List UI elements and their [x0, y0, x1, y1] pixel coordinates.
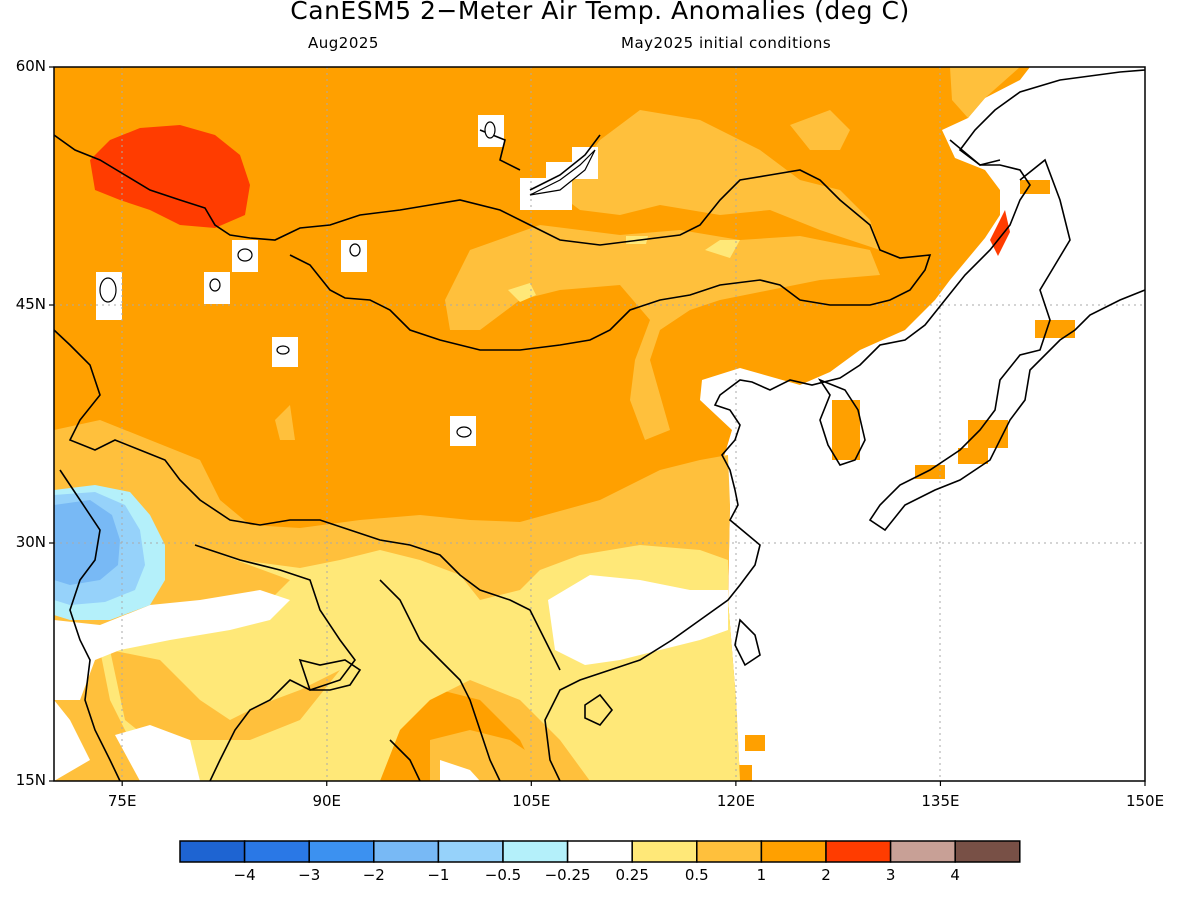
- anomaly-negative-1-zone: [54, 500, 120, 585]
- colorbar-label: −0.5: [484, 866, 522, 884]
- lat-tick-label: 45N: [15, 295, 46, 313]
- lat-tick-label: 30N: [15, 533, 46, 551]
- coastlines-borders: [54, 69, 1145, 781]
- map-frame: [53, 66, 1146, 782]
- lon-tick-label: 90E: [312, 792, 342, 810]
- colorbar-label: 1: [756, 866, 767, 884]
- colorbar-label: −4: [233, 866, 256, 884]
- colorbar-label: 2: [821, 866, 831, 884]
- figure-title: CanESM5 2−Meter Air Temp. Anomalies (deg…: [290, 0, 910, 25]
- anomaly-2-3-zone: [90, 125, 250, 228]
- colorbar-label: 3: [885, 866, 896, 884]
- colorbar-label: 4: [950, 866, 960, 884]
- lon-tick-label: 105E: [512, 792, 551, 810]
- colorbar-label: 0.5: [684, 866, 709, 884]
- lat-tick-label: 60N: [15, 57, 46, 75]
- lon-tick-label: 135E: [921, 792, 960, 810]
- lon-tick-label: 150E: [1125, 792, 1165, 810]
- lon-tick-label: 75E: [107, 792, 137, 810]
- colorbar-label: 0.25: [615, 866, 649, 884]
- colorbar-label: −2: [362, 866, 385, 884]
- forecast-month: Aug2025: [308, 34, 379, 52]
- initial-conditions: May2025 initial conditions: [621, 34, 832, 52]
- lon-tick-label: 120E: [716, 792, 755, 810]
- colorbar-label: −0.25: [544, 866, 591, 884]
- axis-ticks: [49, 66, 1146, 786]
- colorbar-label: −1: [427, 866, 450, 884]
- lakes: [99, 121, 596, 438]
- colorbar-label: −3: [298, 866, 321, 884]
- graticule: [54, 67, 1145, 781]
- lat-tick-label: 15N: [15, 771, 46, 789]
- ocean-neutral-region: [700, 67, 1145, 781]
